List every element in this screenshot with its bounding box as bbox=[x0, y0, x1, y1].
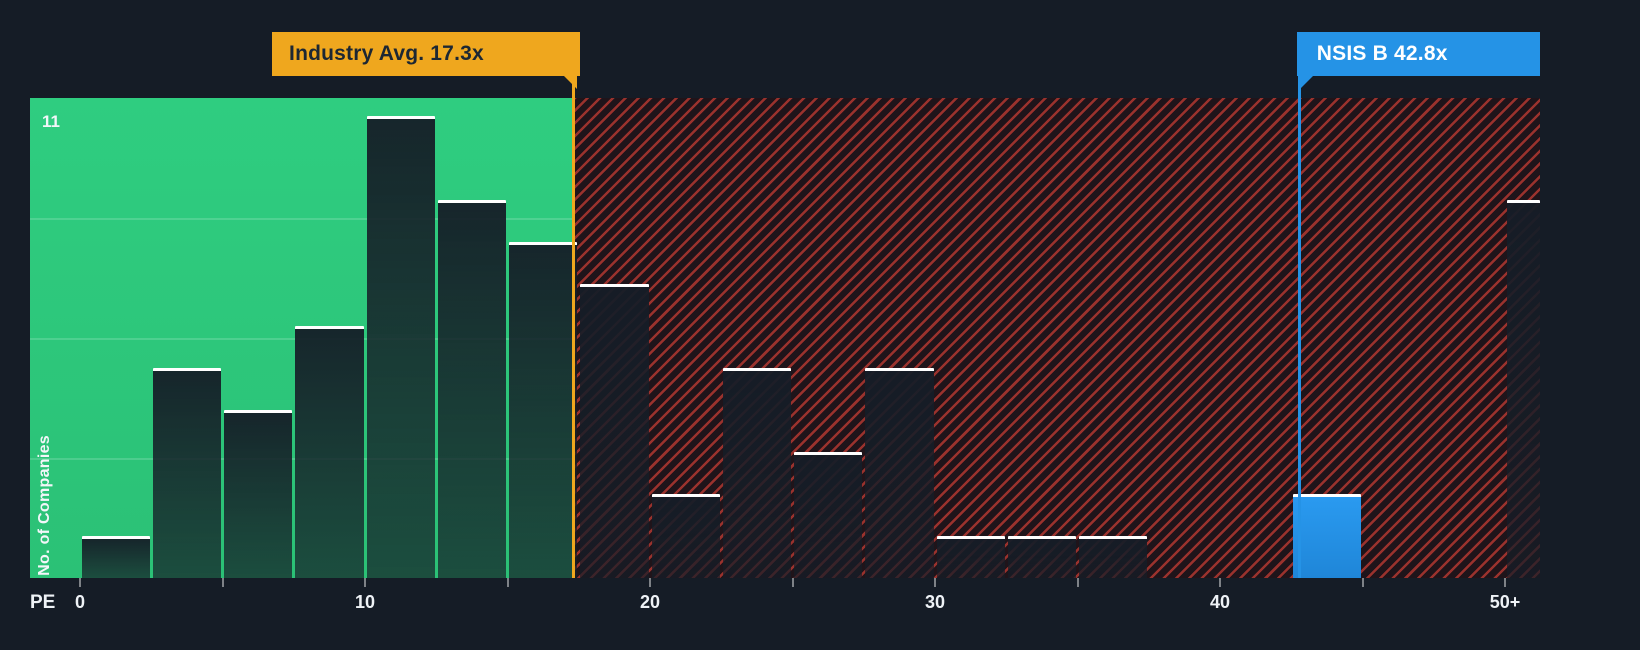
nsis-marker-line bbox=[1298, 70, 1302, 578]
histogram-bar[interactable] bbox=[1506, 200, 1540, 578]
nsis-callout: NSIS B 42.8x bbox=[1296, 32, 1540, 89]
x-axis-tick bbox=[221, 578, 224, 587]
histogram-bar[interactable] bbox=[366, 116, 435, 578]
gridline bbox=[30, 218, 573, 220]
x-axis-tick bbox=[934, 578, 936, 587]
histogram-bar[interactable] bbox=[1007, 536, 1076, 578]
x-axis-tick bbox=[79, 578, 81, 587]
histogram-bar[interactable] bbox=[722, 368, 791, 578]
x-axis-tick bbox=[1219, 578, 1221, 587]
histogram-bar[interactable] bbox=[81, 536, 150, 578]
x-axis-tick bbox=[1076, 578, 1079, 587]
histogram-bar[interactable] bbox=[224, 410, 293, 578]
histogram-bar[interactable] bbox=[651, 494, 720, 578]
y-max-label: 11 bbox=[42, 112, 60, 131]
histogram-bar[interactable] bbox=[580, 284, 649, 578]
x-tick-label: 10 bbox=[354, 592, 376, 612]
histogram-bar[interactable] bbox=[437, 200, 506, 578]
histogram-bar[interactable] bbox=[295, 326, 364, 578]
histogram-bar[interactable] bbox=[509, 242, 578, 578]
x-tick-label: 20 bbox=[639, 592, 661, 612]
x-axis-title: PE bbox=[30, 592, 56, 613]
histogram-bar[interactable] bbox=[1079, 536, 1148, 578]
x-axis-tick bbox=[506, 578, 509, 587]
industry-average-label: Industry Avg. 17.3x bbox=[289, 42, 484, 65]
x-tick-label: 40 bbox=[1209, 592, 1231, 612]
histogram-bar[interactable] bbox=[794, 452, 863, 578]
x-axis-tick bbox=[364, 578, 366, 587]
industry-average-callout: Industry Avg. 17.3x bbox=[272, 32, 581, 89]
x-tick-label: 0 bbox=[74, 592, 86, 612]
nsis-label: NSIS B 42.8x bbox=[1316, 42, 1448, 65]
histogram-bar[interactable] bbox=[152, 368, 221, 578]
x-axis-tick bbox=[1504, 578, 1506, 587]
above-average-zone bbox=[573, 98, 1540, 578]
industry-average-line bbox=[571, 70, 575, 578]
histogram-bar[interactable] bbox=[936, 536, 1005, 578]
x-axis-tick bbox=[649, 578, 651, 587]
x-axis-tick bbox=[791, 578, 794, 587]
x-tick-label: 50+ bbox=[1489, 592, 1521, 612]
x-tick-label: 30 bbox=[924, 592, 946, 612]
histogram-bar-highlight[interactable] bbox=[1292, 494, 1361, 578]
x-axis-tick bbox=[1361, 578, 1364, 587]
histogram-bar[interactable] bbox=[865, 368, 934, 578]
